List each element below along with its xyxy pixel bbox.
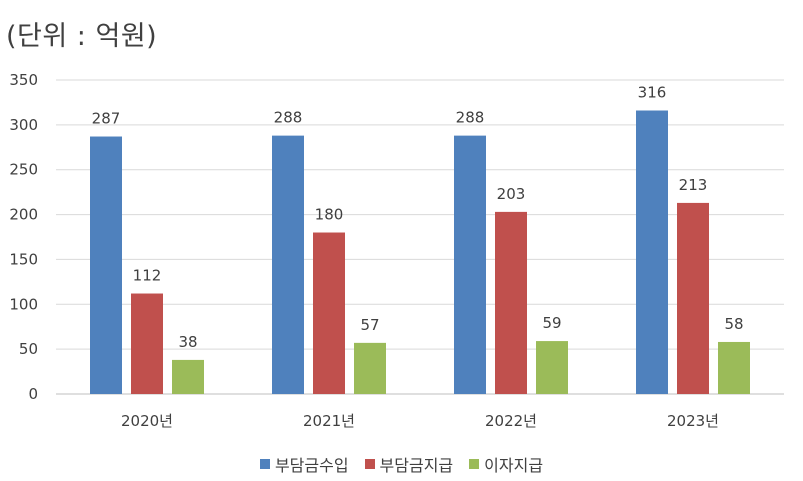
- data-label-2-1: 112: [133, 267, 162, 285]
- bars: [90, 110, 750, 394]
- bar-3-1: [172, 359, 204, 394]
- data-label-2-3: 203: [497, 185, 526, 203]
- legend-label-2: 부담금지급: [379, 456, 454, 475]
- legend-item-1: 부담금수입: [259, 452, 349, 476]
- bar-2-3: [495, 211, 527, 394]
- bar-2-1: [131, 293, 163, 394]
- legend-item-3: 이자지급: [469, 452, 543, 476]
- data-labels: 287 112 38 288 180 57 288 203 59 316 213 58: [92, 84, 744, 351]
- data-label-3-4: 58: [724, 315, 743, 333]
- bar-3-2: [354, 342, 386, 394]
- gridlines: [56, 79, 784, 395]
- legend-item-2: 부담금지급: [364, 452, 454, 476]
- legend-label-1: 부담금수입: [274, 456, 349, 475]
- data-label-3-1: 38: [178, 333, 197, 351]
- data-label-1-4: 316: [638, 84, 667, 102]
- data-label-2-4: 213: [679, 176, 708, 194]
- legend-swatch-3: [469, 459, 480, 469]
- data-label-3-2: 57: [360, 316, 379, 334]
- legend-label-3: 이자지급: [484, 456, 544, 475]
- bar-3-3: [536, 341, 568, 394]
- bar-1-4: [636, 110, 668, 394]
- bar-1-2: [272, 135, 304, 394]
- y-tick-label-200: 200: [9, 206, 38, 224]
- data-label-3-3: 59: [542, 314, 561, 332]
- x-tick-label-4: 2023년: [667, 412, 719, 430]
- data-label-2-2: 180: [315, 206, 344, 224]
- bar-3-4: [718, 341, 750, 394]
- x-tick-label-2: 2021년: [303, 412, 355, 430]
- bar-1-3: [454, 135, 486, 394]
- legend-swatch-2: [364, 459, 375, 469]
- x-tick-label-3: 2022년: [485, 412, 537, 430]
- y-tick-label-50: 50: [19, 340, 38, 358]
- legend-swatch-1: [259, 459, 270, 469]
- y-tick-label-150: 150: [9, 250, 38, 268]
- x-axis-category-labels: 2020년 2021년 2022년 2023년: [121, 412, 719, 430]
- bar-1-1: [90, 136, 122, 394]
- unit-label: (단위 : 억원): [6, 21, 158, 52]
- bar-2-4: [677, 202, 709, 394]
- y-axis-tick-labels: 0 50 100 150 200 250 300 350: [9, 71, 38, 403]
- y-tick-label-0: 0: [28, 385, 38, 403]
- y-tick-label-250: 250: [9, 161, 38, 179]
- bar-2-2: [313, 232, 345, 394]
- x-tick-label-1: 2020년: [121, 412, 173, 430]
- data-label-1-2: 288: [274, 109, 303, 127]
- y-tick-label-350: 350: [9, 71, 38, 89]
- y-tick-label-100: 100: [9, 295, 38, 313]
- data-label-1-3: 288: [456, 109, 485, 127]
- y-tick-label-300: 300: [9, 116, 38, 134]
- legend: 부담금수입 부담금지급 이자지급: [0, 452, 803, 476]
- data-label-1-1: 287: [92, 110, 121, 128]
